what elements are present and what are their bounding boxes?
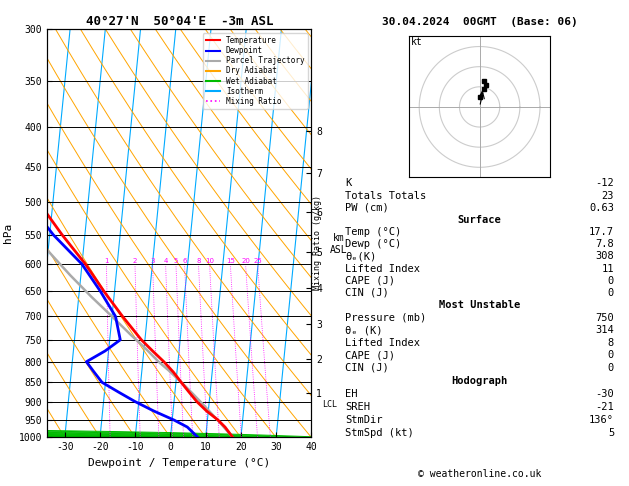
Text: PW (cm): PW (cm)	[345, 203, 389, 213]
Y-axis label: hPa: hPa	[3, 223, 13, 243]
Text: 0: 0	[608, 276, 614, 286]
Text: StmDir: StmDir	[345, 415, 382, 425]
Text: Most Unstable: Most Unstable	[439, 300, 520, 310]
Text: 0: 0	[608, 350, 614, 361]
Text: 6: 6	[182, 258, 187, 264]
Text: 0: 0	[608, 363, 614, 373]
Text: 0: 0	[608, 288, 614, 298]
Text: 314: 314	[596, 325, 614, 335]
Text: Totals Totals: Totals Totals	[345, 191, 426, 201]
Title: 40°27'N  50°04'E  -3m ASL: 40°27'N 50°04'E -3m ASL	[86, 15, 273, 28]
Text: 15: 15	[226, 258, 235, 264]
Text: -30: -30	[596, 389, 614, 399]
Text: Lifted Index: Lifted Index	[345, 338, 420, 348]
Text: 11: 11	[601, 263, 614, 274]
Text: Mixing Ratio (g/kg): Mixing Ratio (g/kg)	[313, 195, 322, 291]
Text: θₑ (K): θₑ (K)	[345, 325, 382, 335]
Legend: Temperature, Dewpoint, Parcel Trajectory, Dry Adiabat, Wet Adiabat, Isotherm, Mi: Temperature, Dewpoint, Parcel Trajectory…	[203, 33, 308, 109]
Text: 3: 3	[150, 258, 155, 264]
Text: Surface: Surface	[458, 215, 501, 225]
Text: 25: 25	[253, 258, 262, 264]
Text: 5: 5	[174, 258, 178, 264]
Text: 20: 20	[241, 258, 250, 264]
Text: Pressure (mb): Pressure (mb)	[345, 312, 426, 323]
Text: kt: kt	[411, 36, 423, 47]
Text: 0.63: 0.63	[589, 203, 614, 213]
Text: 30.04.2024  00GMT  (Base: 06): 30.04.2024 00GMT (Base: 06)	[382, 17, 577, 27]
Text: -21: -21	[596, 402, 614, 412]
Text: 750: 750	[596, 312, 614, 323]
Text: CAPE (J): CAPE (J)	[345, 276, 395, 286]
Text: CIN (J): CIN (J)	[345, 288, 389, 298]
Text: © weatheronline.co.uk: © weatheronline.co.uk	[418, 469, 542, 479]
Text: CAPE (J): CAPE (J)	[345, 350, 395, 361]
Text: 17.7: 17.7	[589, 227, 614, 237]
Text: 7.8: 7.8	[596, 239, 614, 249]
Text: LCL: LCL	[322, 400, 337, 409]
Text: 4: 4	[164, 258, 168, 264]
Text: StmSpd (kt): StmSpd (kt)	[345, 428, 414, 438]
Text: 8: 8	[196, 258, 201, 264]
Text: Hodograph: Hodograph	[452, 376, 508, 386]
Text: 1: 1	[104, 258, 109, 264]
Text: EH: EH	[345, 389, 358, 399]
Text: 308: 308	[596, 251, 614, 261]
Text: 23: 23	[601, 191, 614, 201]
Y-axis label: km
ASL: km ASL	[330, 233, 348, 255]
Text: -12: -12	[596, 178, 614, 189]
Text: SREH: SREH	[345, 402, 370, 412]
Text: θₑ(K): θₑ(K)	[345, 251, 376, 261]
Text: 136°: 136°	[589, 415, 614, 425]
Text: Lifted Index: Lifted Index	[345, 263, 420, 274]
Text: 5: 5	[608, 428, 614, 438]
Text: 2: 2	[133, 258, 137, 264]
Text: Dewp (°C): Dewp (°C)	[345, 239, 401, 249]
Text: 8: 8	[608, 338, 614, 348]
Text: CIN (J): CIN (J)	[345, 363, 389, 373]
Text: K: K	[345, 178, 352, 189]
Text: Temp (°C): Temp (°C)	[345, 227, 401, 237]
X-axis label: Dewpoint / Temperature (°C): Dewpoint / Temperature (°C)	[88, 458, 270, 468]
Text: 10: 10	[205, 258, 214, 264]
